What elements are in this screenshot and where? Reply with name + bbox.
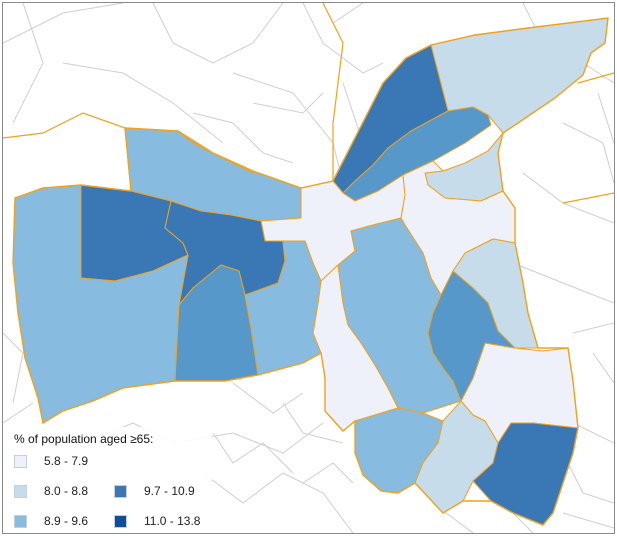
legend-label-class-1: 5.8 - 7.9 bbox=[44, 454, 89, 468]
legend-item-class-1: 5.8 - 7.9 bbox=[14, 454, 88, 468]
legend-swatch-class-5 bbox=[114, 514, 127, 528]
choropleth-districts bbox=[12, 17, 609, 526]
legend-swatch-class-1 bbox=[14, 454, 27, 468]
legend-swatch-class-3 bbox=[14, 514, 27, 528]
legend-label-class-4: 9.7 - 10.9 bbox=[144, 484, 195, 498]
map-legend: % of population aged ≥65: 5.8 - 7.9 8.0 … bbox=[9, 427, 212, 533]
legend-item-class-3: 8.9 - 9.6 bbox=[14, 514, 88, 528]
legend-item-class-2: 8.0 - 8.8 bbox=[14, 484, 88, 498]
legend-item-class-4: 9.7 - 10.9 bbox=[114, 484, 195, 498]
legend-title: % of population aged ≥65: bbox=[14, 432, 154, 446]
study-area-outline bbox=[12, 17, 609, 526]
legend-swatch-class-2 bbox=[14, 484, 27, 498]
legend-item-class-5: 11.0 - 13.8 bbox=[114, 514, 200, 528]
street-network bbox=[3, 3, 614, 533]
legend-swatch-class-4 bbox=[114, 484, 127, 498]
river-boundary bbox=[3, 3, 614, 204]
map-canvas[interactable] bbox=[3, 3, 614, 533]
legend-label-class-3: 8.9 - 9.6 bbox=[44, 514, 89, 528]
legend-label-class-2: 8.0 - 8.8 bbox=[44, 484, 89, 498]
legend-label-class-5: 11.0 - 13.8 bbox=[144, 514, 201, 528]
